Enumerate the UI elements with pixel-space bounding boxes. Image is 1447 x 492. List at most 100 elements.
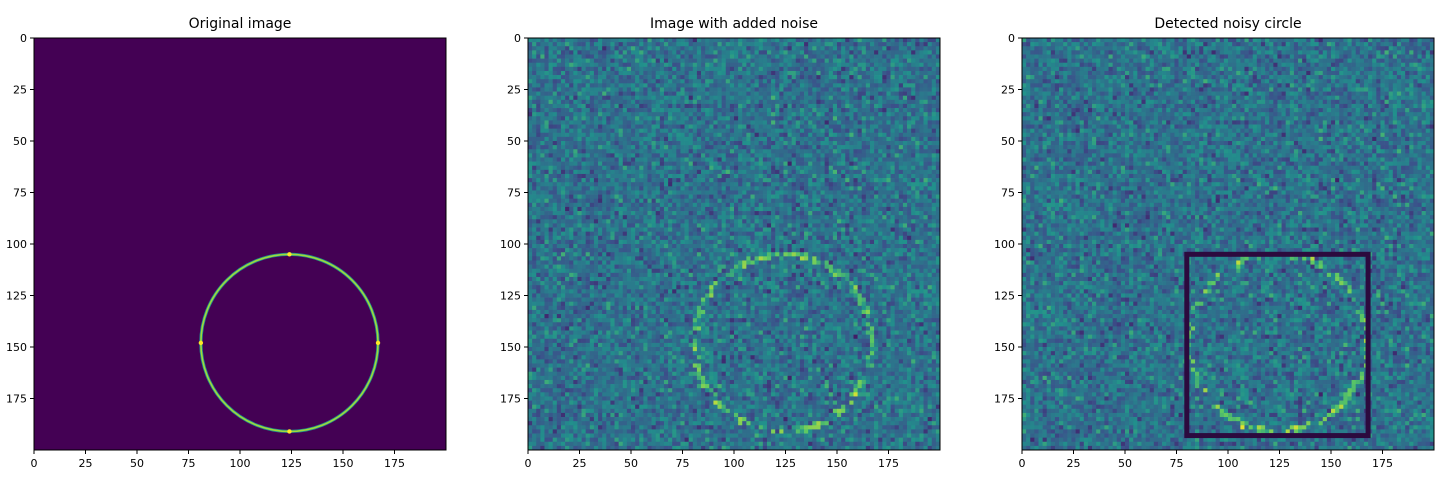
noise-pixel <box>742 153 747 158</box>
noise-pixel <box>791 178 797 183</box>
noise-pixel <box>598 215 603 220</box>
noise-pixel <box>651 42 657 47</box>
noise-pixel <box>758 58 764 64</box>
noise-pixel <box>804 95 809 101</box>
noise-pixel <box>598 198 603 204</box>
noise-pixel <box>556 161 562 167</box>
noise-pixel <box>569 235 574 241</box>
noise-pixel <box>845 103 850 109</box>
noise-pixel <box>886 182 891 187</box>
noise-pixel <box>799 66 805 72</box>
noise-pixel <box>791 186 797 191</box>
noise-pixel <box>787 153 793 158</box>
noise-pixel <box>540 165 545 171</box>
noise-pixel <box>795 141 801 146</box>
noise-pixel <box>709 38 714 43</box>
noise-pixel <box>808 66 813 72</box>
noise-pixel <box>672 145 677 150</box>
noise-pixel <box>688 173 694 179</box>
noise-pixel <box>589 87 595 92</box>
noise-pixel <box>655 178 661 183</box>
noise-pixel <box>692 149 698 154</box>
noise-pixel <box>849 149 854 154</box>
noise-pixel <box>824 42 830 47</box>
noise-pixel <box>552 128 558 134</box>
noise-pixel <box>804 169 809 175</box>
noise-pixel <box>573 202 578 208</box>
noise-pixel <box>762 173 768 179</box>
noise-pixel <box>655 103 661 109</box>
noise-pixel <box>705 103 710 109</box>
noise-pixel <box>647 145 652 150</box>
noise-pixel <box>816 215 821 220</box>
noise-pixel <box>775 194 780 200</box>
noise-pixel <box>598 219 603 224</box>
noise-pixel <box>804 46 809 51</box>
noise-pixel <box>684 116 690 121</box>
noise-pixel <box>606 99 611 105</box>
noise-pixel <box>865 66 871 72</box>
noise-pixel <box>828 75 834 80</box>
noise-pixel <box>639 54 644 59</box>
noise-pixel <box>643 206 648 212</box>
noise-pixel <box>795 190 801 195</box>
noise-pixel <box>577 178 582 183</box>
noise-pixel <box>577 46 582 51</box>
noise-pixel <box>635 70 640 76</box>
noise-pixel <box>528 211 533 216</box>
noise-pixel <box>639 42 644 47</box>
noise-pixel <box>754 145 760 150</box>
noise-pixel <box>560 124 566 129</box>
noise-pixel <box>560 87 566 92</box>
noise-pixel <box>663 206 669 212</box>
noise-pixel <box>548 227 554 232</box>
noise-pixel <box>655 223 661 228</box>
noise-pixel <box>692 219 698 224</box>
noise-pixel <box>865 141 871 146</box>
noise-pixel <box>861 194 867 200</box>
noise-pixel <box>713 66 718 72</box>
noise-pixel <box>849 108 854 113</box>
noise-pixel <box>845 141 850 146</box>
noise-pixel <box>738 173 743 179</box>
noise-pixel <box>837 120 842 125</box>
noise-pixel <box>812 95 817 101</box>
noise-pixel <box>878 169 883 175</box>
noise-pixel <box>569 103 574 109</box>
noise-pixel <box>528 58 533 64</box>
noise-pixel <box>614 198 619 204</box>
noise-pixel <box>668 173 673 179</box>
noise-pixel <box>746 202 751 208</box>
noise-pixel <box>532 42 537 47</box>
noise-pixel <box>787 132 793 138</box>
noise-pixel <box>696 103 702 109</box>
noise-pixel <box>738 58 743 64</box>
noise-pixel <box>738 83 743 88</box>
noise-pixel <box>540 99 545 105</box>
noise-pixel <box>717 42 722 47</box>
noise-pixel <box>717 108 722 113</box>
noise-pixel <box>931 198 937 204</box>
noise-pixel <box>849 75 854 80</box>
noise-pixel <box>701 169 706 175</box>
noise-pixel <box>701 42 706 47</box>
noise-pixel <box>816 54 821 59</box>
noise-pixel <box>688 153 694 158</box>
noise-pixel <box>795 46 801 51</box>
noise-pixel <box>709 190 714 195</box>
noise-pixel <box>569 75 574 80</box>
noise-pixel <box>907 54 912 59</box>
noise-pixel <box>676 95 681 101</box>
noise-pixel <box>573 235 578 241</box>
noise-pixel <box>812 62 817 68</box>
noise-pixel <box>565 202 570 208</box>
noise-pixel <box>701 173 706 179</box>
noise-pixel <box>598 79 603 84</box>
noise-pixel <box>890 116 896 121</box>
noise-pixel <box>548 178 554 183</box>
noise-pixel <box>631 149 636 154</box>
noise-pixel <box>589 50 595 55</box>
noise-pixel <box>659 141 665 146</box>
noise-pixel <box>606 54 611 59</box>
noise-pixel <box>659 99 665 105</box>
